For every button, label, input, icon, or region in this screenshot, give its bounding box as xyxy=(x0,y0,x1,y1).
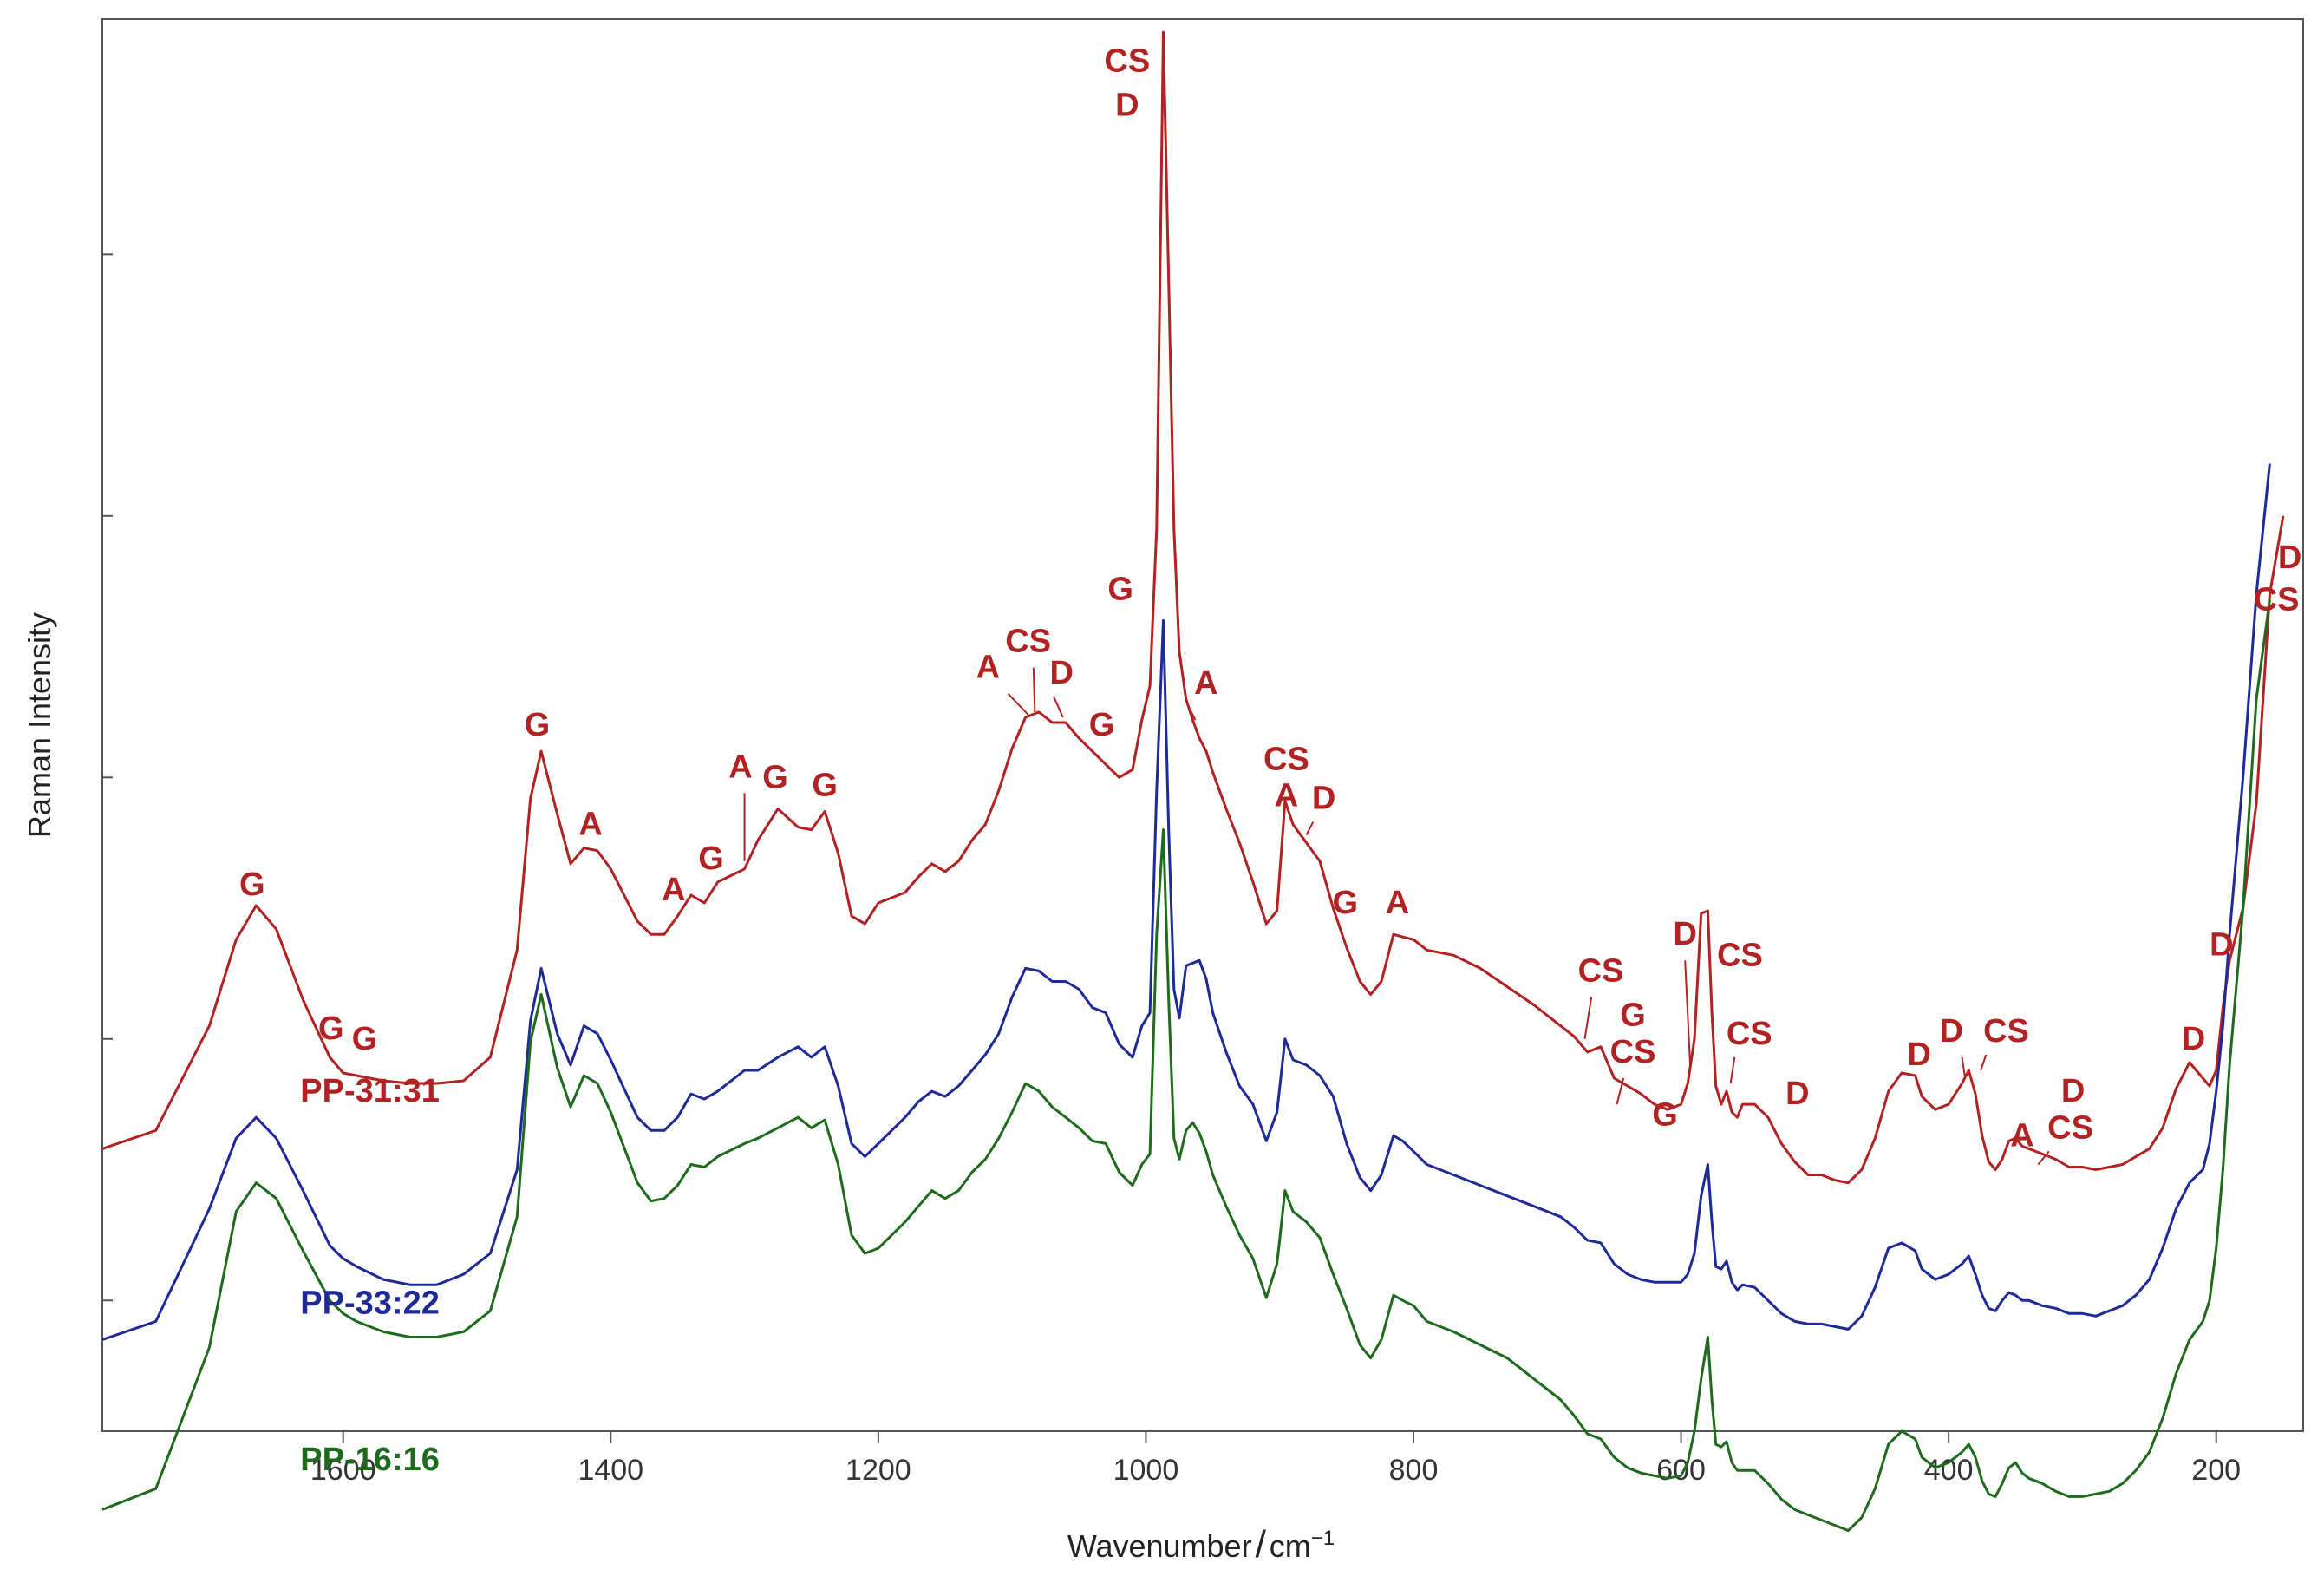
peak-annotation: D xyxy=(1940,1013,1963,1050)
x-axis-title: Wavenumber/cm−1 xyxy=(1067,1523,1335,1566)
peak-annotation: G xyxy=(812,767,838,803)
plot-frame xyxy=(101,18,2304,1432)
annotation-leader-lines xyxy=(743,667,2050,1166)
peak-annotation: A xyxy=(578,807,602,843)
annotation-leader xyxy=(2037,1150,2050,1166)
peak-annotation: G xyxy=(1620,998,1646,1034)
peak-annotation: CS xyxy=(2254,581,2300,618)
x-tick-label: 200 xyxy=(2191,1454,2241,1487)
x-axis-title-exponent: −1 xyxy=(1311,1527,1335,1550)
series-label: PP-16:16 xyxy=(300,1442,440,1478)
peak-annotation: D xyxy=(2210,926,2233,963)
peak-annotation: G xyxy=(762,759,788,795)
peak-annotation: G xyxy=(525,707,551,743)
peak-annotation: CS xyxy=(1717,937,1763,973)
peak-annotation: G xyxy=(1333,885,1359,921)
annotation-leader xyxy=(1032,667,1036,712)
series-line-pp-33-22 xyxy=(101,463,2271,1341)
peak-annotation: D xyxy=(2061,1073,2085,1109)
x-tick-label: 1000 xyxy=(1113,1454,1179,1487)
x-tick-label: 400 xyxy=(1924,1454,1974,1487)
x-tick-label: 1200 xyxy=(845,1454,911,1487)
series-label: PP-33:22 xyxy=(300,1285,440,1321)
peak-annotation: A xyxy=(662,872,685,908)
series-label: PP-31:31 xyxy=(300,1073,440,1109)
x-tick-label: 800 xyxy=(1389,1454,1439,1487)
annotation-leader xyxy=(1007,693,1029,716)
peak-annotation: G xyxy=(239,867,265,903)
peak-annotation: D xyxy=(2182,1021,2205,1057)
peak-annotation: G xyxy=(698,841,724,877)
peak-annotation: G xyxy=(1652,1096,1678,1133)
peak-annotation: CS xyxy=(1578,952,1624,989)
peak-annotation: A xyxy=(1386,885,1409,921)
peak-annotation: D xyxy=(2278,540,2301,576)
annotation-leader xyxy=(1187,706,1197,721)
series-labels: PP-31:31 PP-33:22 PP-16:16 xyxy=(300,1073,440,1478)
peak-annotation: G xyxy=(1089,707,1115,743)
annotation-leader xyxy=(1053,696,1064,718)
x-axis: 1600 1400 1200 1000 800 600 400 200 xyxy=(310,1431,2241,1487)
annotation-leader xyxy=(1961,1056,1966,1076)
peak-annotation: CS xyxy=(1610,1034,1656,1070)
spectra xyxy=(101,30,2285,1533)
peak-annotation: A xyxy=(1194,665,1217,702)
peak-annotation: G xyxy=(1107,571,1133,607)
peak-annotation: D xyxy=(1115,88,1139,124)
peak-annotation: G xyxy=(318,1011,344,1047)
peak-annotation: G xyxy=(352,1021,378,1057)
peak-annotation: CS xyxy=(1983,1013,2029,1050)
peak-annotation: D xyxy=(1673,916,1696,952)
x-tick-label: 600 xyxy=(1656,1454,1706,1487)
y-axis-title: Raman Intensity xyxy=(22,612,57,838)
peak-annotation: D xyxy=(1785,1076,1809,1112)
annotation-leader xyxy=(1305,821,1315,836)
x-axis-title-slash: / xyxy=(1256,1523,1267,1566)
annotation-leader xyxy=(1729,1056,1736,1084)
peak-annotation: CS xyxy=(1005,624,1051,660)
annotation-leader xyxy=(1980,1054,1988,1071)
y-axis-ticks xyxy=(102,253,113,1302)
annotation-leader xyxy=(1616,1077,1625,1105)
peak-annotation: CS xyxy=(1727,1016,1772,1052)
peak-annotation: D xyxy=(1312,780,1335,816)
peak-annotation: CS xyxy=(1104,43,1150,79)
x-tick-label: 1600 xyxy=(310,1454,376,1487)
peak-annotation: A xyxy=(728,749,752,785)
annotation-leader xyxy=(1684,960,1692,1071)
peak-annotation: D xyxy=(1907,1037,1930,1073)
peak-annotation: A xyxy=(2010,1117,2034,1154)
x-tick-label: 1400 xyxy=(578,1454,643,1487)
peak-annotation: CS xyxy=(1263,741,1309,777)
annotation-leader xyxy=(1583,997,1593,1039)
peak-annotation: A xyxy=(1275,777,1298,814)
x-axis-title-unit: cm xyxy=(1270,1528,1311,1564)
series-line-pp-31-31 xyxy=(101,30,2285,1185)
peak-annotation: D xyxy=(1050,655,1074,691)
peak-annotation: CS xyxy=(2047,1109,2093,1146)
x-axis-title-main: Wavenumber xyxy=(1067,1528,1252,1564)
series-line-pp-16-16 xyxy=(101,599,2271,1533)
peak-annotation: A xyxy=(976,650,1000,686)
